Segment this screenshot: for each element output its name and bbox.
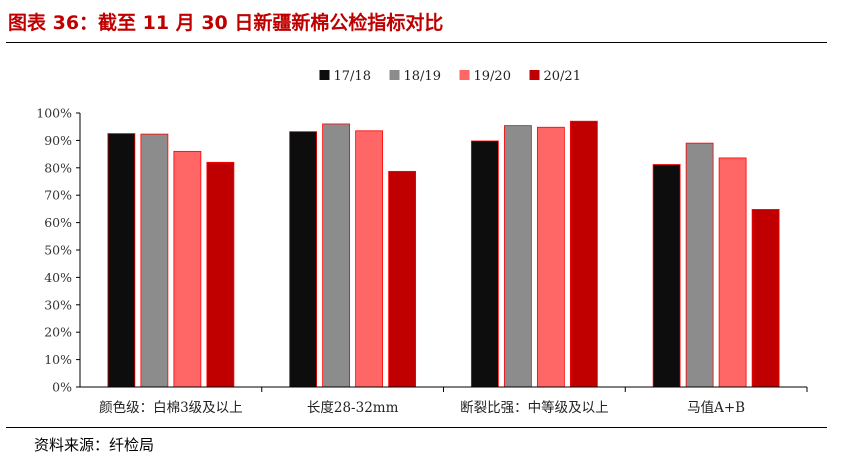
legend-swatch-17-18 (319, 70, 330, 80)
bar-20-21-3 (751, 209, 780, 388)
category-label: 断裂比强：中等级及以上 (460, 399, 609, 416)
bar-17-18-0 (107, 133, 136, 388)
bar-18-19-1 (322, 123, 351, 388)
y-tick-label: 80% (44, 160, 72, 175)
bar-17-18-2 (470, 140, 499, 388)
bar-20-21-2 (569, 120, 598, 388)
bar-18-19-0 (140, 133, 169, 388)
bar-17-18-3 (652, 164, 681, 388)
category-label: 颜色级：白棉3级及以上 (99, 399, 243, 416)
y-tick-label: 10% (44, 352, 72, 367)
y-axis: 0% 10% 20% 30% 40% 50% 60% 70% 80% 90% 100% (36, 106, 81, 395)
y-tick-label: 0% (52, 380, 72, 395)
bars (107, 120, 780, 388)
bar-18-19-3 (685, 142, 714, 388)
legend-label: 20/21 (544, 69, 581, 84)
legend-label: 18/19 (404, 69, 441, 84)
bar-19-20-2 (536, 126, 565, 388)
bar-20-21-0 (206, 161, 235, 388)
y-tick-label: 90% (44, 133, 72, 148)
legend-swatch-20-21 (529, 70, 540, 80)
bar-20-21-1 (388, 170, 417, 388)
figure-title: 图表 36：截至 11 月 30 日新疆新棉公检指标对比 (8, 12, 444, 34)
y-tick-label: 50% (44, 243, 72, 258)
bar-18-19-2 (503, 125, 532, 388)
y-tick-label: 100% (36, 106, 72, 121)
legend-label: 19/20 (474, 69, 511, 84)
title-rule (6, 42, 827, 43)
bar-17-18-1 (289, 131, 318, 388)
bar-19-20-0 (173, 150, 202, 388)
legend: 17/18 18/19 19/20 20/21 (319, 69, 581, 84)
legend-swatch-18-19 (389, 70, 400, 80)
x-axis: 颜色级：白棉3级及以上 长度28-32mm 断裂比强：中等级及以上 马值A+B (80, 386, 808, 416)
source-note: 资料来源：纤检局 (34, 436, 155, 454)
category-label: 马值A+B (687, 400, 745, 416)
source-rule (6, 427, 827, 428)
y-tick-label: 40% (44, 270, 72, 285)
legend-label: 17/18 (334, 69, 371, 84)
y-tick-label: 20% (44, 325, 72, 340)
y-tick-label: 70% (44, 188, 72, 203)
y-tick-label: 60% (44, 215, 72, 230)
bar-19-20-3 (718, 157, 747, 388)
legend-swatch-19-20 (459, 70, 470, 80)
category-label: 长度28-32mm (307, 400, 399, 416)
bar-19-20-1 (355, 130, 384, 388)
y-tick-label: 30% (44, 297, 72, 312)
